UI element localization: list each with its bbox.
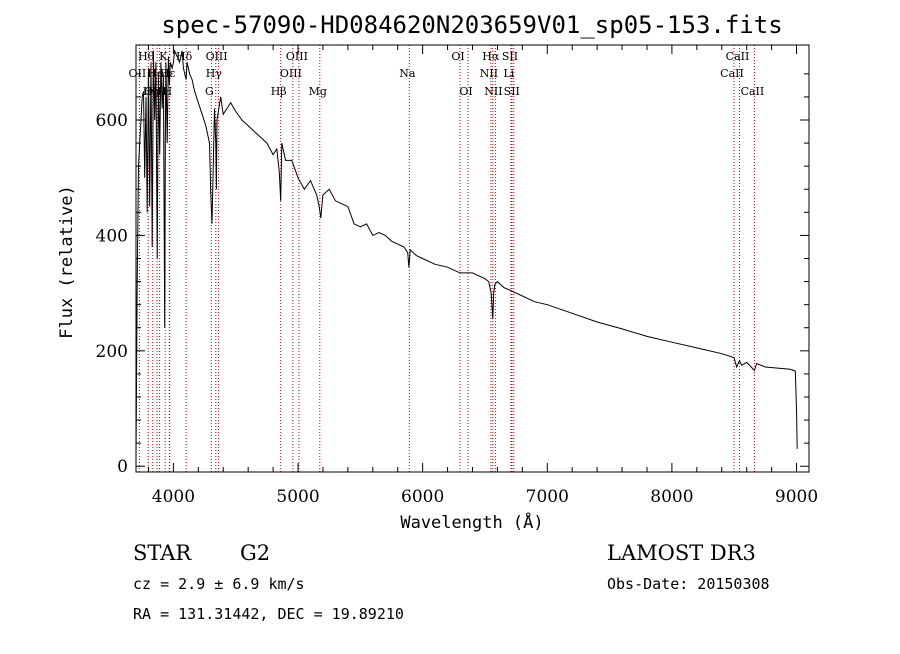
line-label-19: Hα <box>482 50 500 63</box>
x-tick-label-2: 6000 <box>401 487 444 507</box>
line-label-27: CaII <box>741 85 765 98</box>
line-label-10: Hγ <box>206 67 223 80</box>
y-axis-label: Flux (relative) <box>57 185 77 339</box>
line-label-24: SII <box>504 85 520 98</box>
line-label-12: OIII <box>286 50 308 63</box>
line-label-20: SII <box>502 50 518 63</box>
line-label-25: CaII <box>726 50 750 63</box>
plot-frame <box>135 44 810 473</box>
line-label-8: H <box>163 85 173 98</box>
x-tick-label-5: 9000 <box>775 487 818 507</box>
x-tick-label-4: 8000 <box>650 487 693 507</box>
spectral-line-markers <box>138 45 755 472</box>
line-label-15: Mg <box>309 85 327 98</box>
y-tick-label-1: 200 <box>96 342 128 362</box>
y-tick-label-0: 0 <box>117 457 128 477</box>
line-label-11: G <box>205 85 214 98</box>
x-tick-label-0: 4000 <box>152 487 195 507</box>
line-label-13: OIII <box>280 67 302 80</box>
line-label-16: Na <box>399 67 416 80</box>
line-label-21: NII <box>480 67 498 80</box>
x-tick-label-3: 7000 <box>526 487 569 507</box>
ra-dec-coordinates: RA = 131.31442, DEC = 19.89210 <box>133 605 404 623</box>
line-label-14: Hβ <box>271 85 287 98</box>
y-tick-label-2: 400 <box>96 226 128 246</box>
line-label-2: Hδ <box>176 50 193 63</box>
observation-date: Obs-Date: 20150308 <box>607 575 770 593</box>
line-label-26: CaII <box>720 67 744 80</box>
object-class: STAR <box>133 541 192 565</box>
line-label-22: Li <box>503 67 514 80</box>
line-label-0: Hθ <box>138 50 155 63</box>
line-label-17: OI <box>451 50 464 63</box>
y-tick-label-3: 600 <box>96 111 128 131</box>
redshift-cz: cz = 2.9 ± 6.9 km/s <box>133 575 305 593</box>
spectrum-series-line <box>135 48 798 461</box>
line-label-4: HeI <box>147 67 167 80</box>
line-label-9: OIII <box>206 50 228 63</box>
line-label-1: K <box>159 50 168 63</box>
line-label-23: NII <box>484 85 502 98</box>
x-axis-label: Wavelength (Å) <box>400 511 543 533</box>
chart-title: spec-57090-HD084620N203659V01_sp05-153.f… <box>161 11 782 39</box>
line-label-18: OI <box>459 85 472 98</box>
x-axis-ticks: 4000 5000 6000 7000 8000 9000 <box>147 45 818 507</box>
survey-name: LAMOST DR3 <box>607 541 756 565</box>
y-axis-ticks: 0 200 400 600 <box>96 73 809 477</box>
object-subclass: G2 <box>240 541 270 565</box>
x-tick-label-1: 5000 <box>276 487 319 507</box>
